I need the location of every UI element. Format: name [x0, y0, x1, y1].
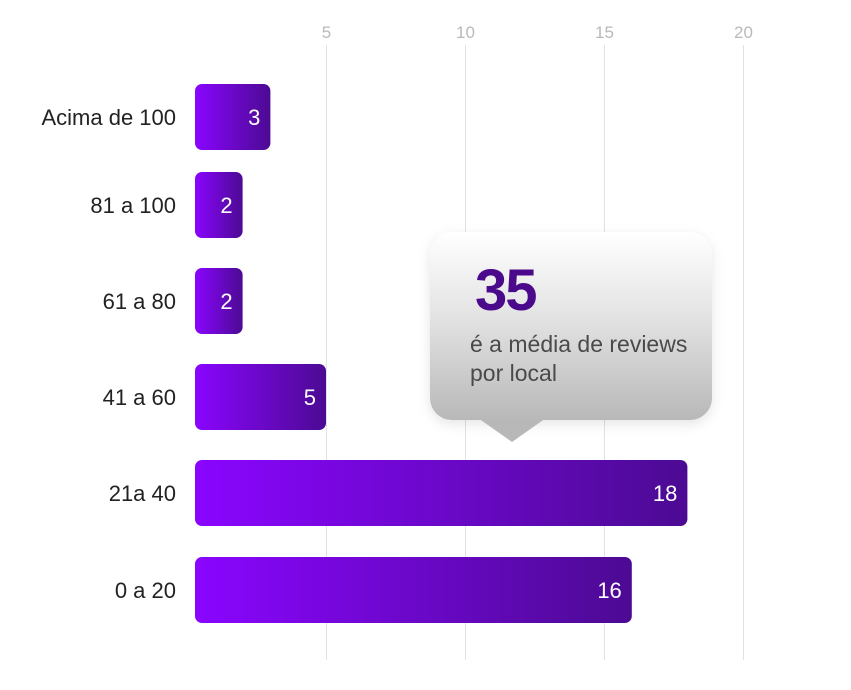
- bar: [195, 460, 688, 526]
- data-label: 5: [304, 385, 316, 410]
- x-axis-ticks: 5 10 15 20: [322, 23, 753, 42]
- category-label: 0 a 20: [115, 578, 176, 603]
- bar: [195, 364, 326, 430]
- category-label: 81 a 100: [90, 193, 176, 218]
- x-tick-label: 10: [456, 23, 475, 42]
- data-label: 3: [248, 105, 260, 130]
- average-callout: [430, 232, 712, 420]
- data-label: 2: [220, 193, 232, 218]
- callout-pointer: [478, 418, 546, 442]
- data-label: 2: [220, 289, 232, 314]
- x-tick-label: 20: [734, 23, 753, 42]
- bars: 3 2 2 5 18 16: [195, 84, 688, 623]
- x-tick-label: 5: [322, 23, 331, 42]
- data-label: 18: [653, 481, 677, 506]
- bar: [195, 84, 271, 150]
- callout-text: é a média de reviews por local: [470, 331, 688, 386]
- callout-value: 35: [475, 258, 537, 323]
- category-label: Acima de 100: [41, 105, 176, 130]
- bar: [195, 268, 243, 334]
- bar: [195, 172, 243, 238]
- category-label: 41 a 60: [103, 385, 176, 410]
- category-label: 61 a 80: [103, 289, 176, 314]
- data-label: 16: [597, 578, 621, 603]
- category-label: 21a 40: [109, 481, 176, 506]
- bar: [195, 557, 632, 623]
- category-labels: Acima de 100 81 a 100 61 a 80 41 a 60 21a 40…: [41, 105, 176, 603]
- x-tick-label: 15: [595, 23, 614, 42]
